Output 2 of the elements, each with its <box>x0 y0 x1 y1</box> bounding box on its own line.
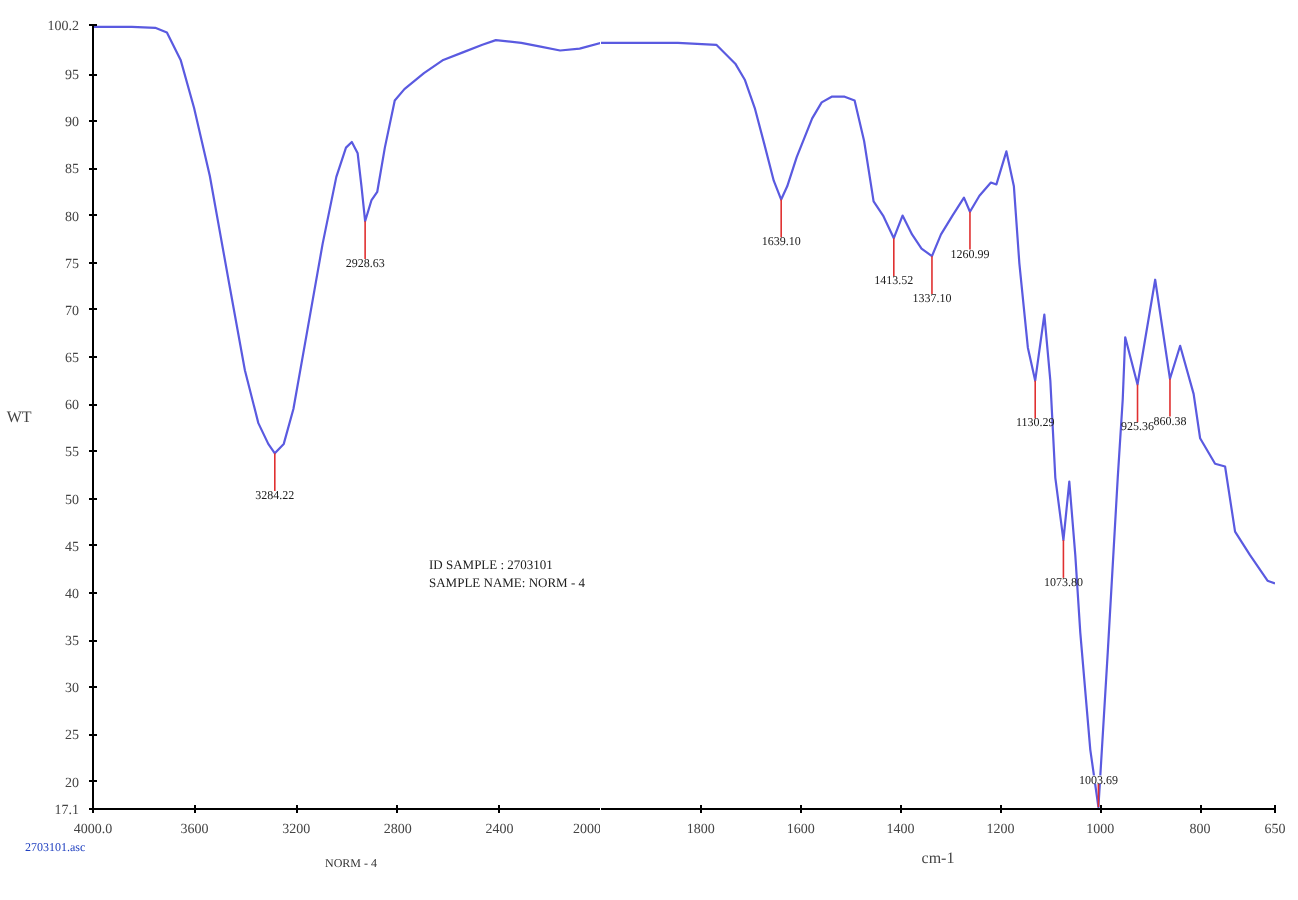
x-axis-title: cm-1 <box>921 849 955 867</box>
y-axis-title: WT <box>6 408 32 426</box>
